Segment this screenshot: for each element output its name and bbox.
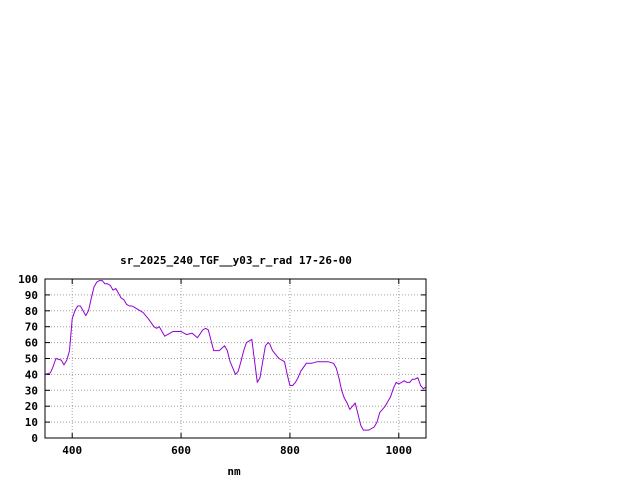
chart-title: sr_2025_240_TGF__y03_r_rad 17-26-00 (120, 254, 352, 267)
series-layer (44, 280, 427, 431)
plot-border (44, 278, 427, 439)
x-tick-label: 1000 (386, 444, 413, 457)
y-tick-label: 30 (25, 384, 38, 397)
y-tick-label: 0 (31, 432, 38, 445)
grid-lines (45, 279, 426, 438)
y-tick-label: 70 (25, 321, 38, 334)
x-tick-label: 800 (280, 444, 300, 457)
series-line (44, 280, 427, 431)
x-axis-label: nm (227, 465, 241, 478)
y-tick-label: 10 (25, 416, 38, 429)
y-tick-label: 60 (25, 337, 38, 350)
y-tick-label: 20 (25, 400, 38, 413)
y-tick-label: 40 (25, 368, 38, 381)
x-tick-label: 600 (171, 444, 191, 457)
y-tick-label: 80 (25, 305, 38, 318)
y-tick-label: 50 (25, 353, 38, 366)
y-tick-label: 100 (18, 273, 38, 286)
x-tick-label: 400 (62, 444, 82, 457)
y-tick-label: 90 (25, 289, 38, 302)
tick-labels: 0 10 20 30 40 50 60 70 80 90 100 400 600 800 1000 (18, 273, 412, 457)
